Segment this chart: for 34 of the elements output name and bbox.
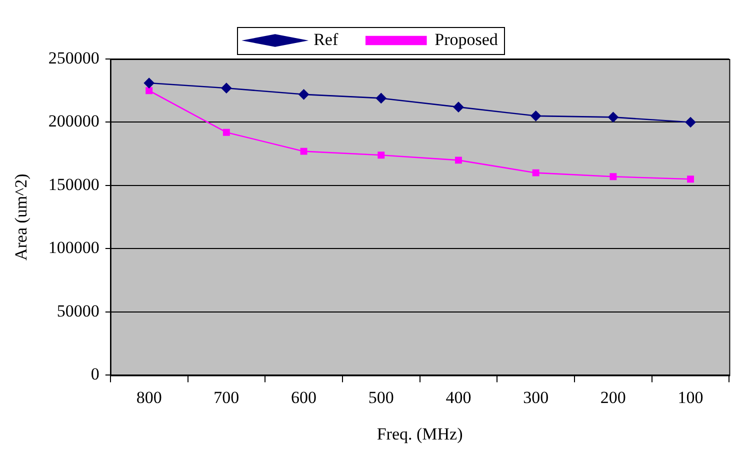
y-tick-label: 150000 <box>48 174 100 194</box>
legend-label: Ref <box>314 30 338 49</box>
y-axis-title: Area (um^2) <box>12 174 31 261</box>
point <box>530 110 541 122</box>
x-tick-label: 800 <box>136 388 162 407</box>
point <box>687 176 694 183</box>
y-tick-label: 200000 <box>48 112 100 131</box>
x-axis-title: Freq. (MHz) <box>376 424 463 444</box>
point <box>532 169 540 176</box>
y-tick-label: 50000 <box>56 301 100 320</box>
point <box>610 173 617 180</box>
x-tick-label: 100 <box>678 388 704 407</box>
point <box>146 87 153 94</box>
y-tick-label: 0 <box>90 364 100 384</box>
point <box>453 102 464 112</box>
x-tick-label: 500 <box>368 388 394 407</box>
x-tick-label: 600 <box>291 388 317 407</box>
x-tick-label: 200 <box>600 388 626 407</box>
point <box>144 78 154 88</box>
point <box>376 93 386 104</box>
legend-label: Proposed <box>434 30 498 49</box>
point <box>298 89 309 100</box>
y-tick-label: 100000 <box>48 238 100 258</box>
point <box>221 82 232 94</box>
point <box>608 112 618 122</box>
point <box>300 148 308 155</box>
point <box>378 152 385 159</box>
point <box>685 117 696 128</box>
x-tick-label: 300 <box>523 388 549 407</box>
x-tick-label: 400 <box>446 388 472 407</box>
point <box>454 156 462 164</box>
x-tick-label: 700 <box>214 388 240 407</box>
y-tick-label: 250000 <box>48 48 100 68</box>
point <box>222 128 230 136</box>
